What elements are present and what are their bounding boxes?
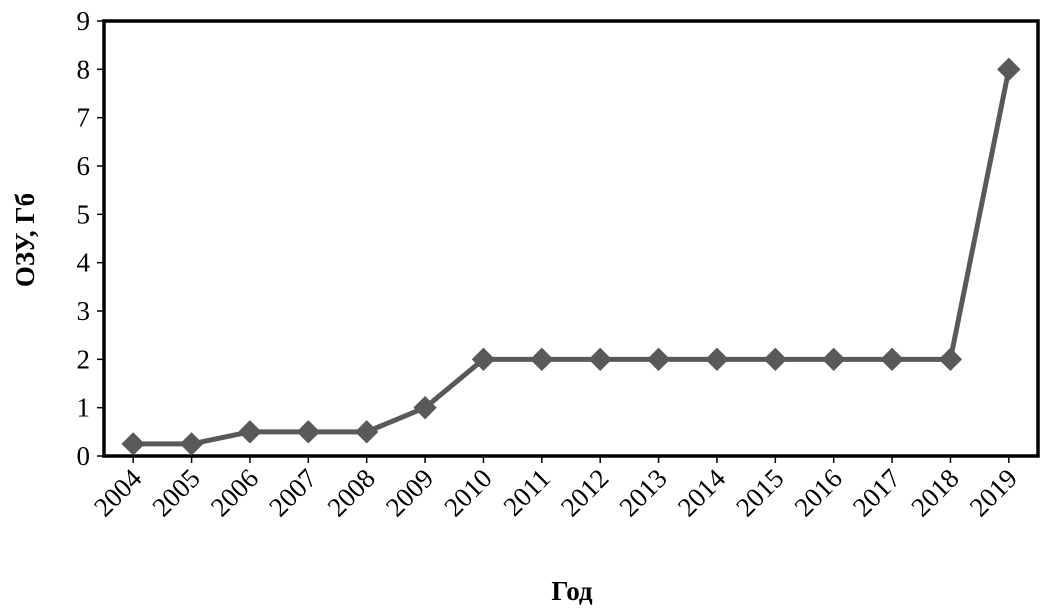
series-layer xyxy=(121,57,1021,456)
data-point-2019 xyxy=(997,57,1021,82)
y-tick-label: 2 xyxy=(77,344,91,374)
plot-frame xyxy=(102,19,1040,458)
x-tick-label: 2010 xyxy=(438,463,497,522)
x-tick-label: 2018 xyxy=(905,463,964,522)
data-point-2012 xyxy=(588,347,612,372)
x-tick-label: 2015 xyxy=(730,463,789,522)
data-point-2006 xyxy=(238,420,262,444)
y-tick-label: 0 xyxy=(77,441,91,471)
x-tick-label: 2006 xyxy=(205,463,264,522)
data-point-2014 xyxy=(705,347,729,372)
x-tick-label: 2008 xyxy=(322,463,381,522)
x-tick-label: 2017 xyxy=(847,463,906,522)
x-tick-label: 2011 xyxy=(497,463,556,522)
data-point-2018 xyxy=(938,347,963,372)
y-tick-label: 8 xyxy=(77,54,91,84)
x-tick-label: 2005 xyxy=(146,463,205,522)
series-line xyxy=(133,68,1012,447)
x-tick-label: 2007 xyxy=(263,463,322,522)
data-point-2009 xyxy=(413,395,437,420)
data-point-2011 xyxy=(530,347,554,372)
data-point-2017 xyxy=(880,347,904,372)
y-tick-label: 3 xyxy=(77,296,91,326)
x-tick-label: 2016 xyxy=(789,463,848,522)
x-tick-label: 2019 xyxy=(964,463,1023,522)
y-tick-label: 7 xyxy=(77,103,91,133)
data-point-2008 xyxy=(354,420,379,444)
data-point-2007 xyxy=(296,420,321,444)
y-axis-label: ОЗУ, Гб xyxy=(10,193,40,287)
data-point-2013 xyxy=(646,347,671,372)
x-tick-label: 2012 xyxy=(555,463,614,522)
x-tick-label: 2014 xyxy=(672,463,732,523)
x-axis-label: Год xyxy=(551,576,593,606)
data-point-2004 xyxy=(121,432,145,456)
y-tick-label: 6 xyxy=(77,151,91,181)
x-tick-label: 2013 xyxy=(613,463,672,522)
data-point-2005 xyxy=(179,432,204,456)
y-tick-label: 5 xyxy=(77,199,91,229)
data-point-2016 xyxy=(821,347,846,372)
y-tick-label: 1 xyxy=(77,393,91,423)
data-point-2015 xyxy=(763,347,788,372)
x-tick-label: 2009 xyxy=(380,463,439,522)
y-tick-label: 4 xyxy=(77,248,91,278)
y-tick-label: 9 xyxy=(77,6,91,36)
data-point-2010 xyxy=(471,347,496,372)
y-axis: 0 1 2 3 4 5 6 7 8 9 xyxy=(77,6,104,471)
x-tick-label: 2004 xyxy=(88,463,148,523)
